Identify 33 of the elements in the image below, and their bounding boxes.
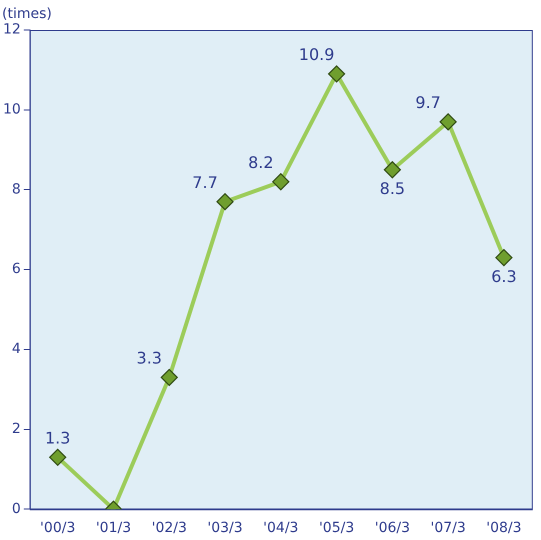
x-tick-label: '06/3 — [374, 520, 410, 536]
data-label: 6.3 — [491, 266, 517, 286]
x-tick-label: '04/3 — [263, 520, 298, 536]
y-tick-label: 0 — [12, 500, 21, 517]
x-tick-label: '07/3 — [430, 520, 466, 536]
y-tick-label: 12 — [2, 22, 21, 38]
point — [49, 448, 66, 466]
x-tick-label: '08/3 — [486, 520, 522, 536]
point — [384, 161, 401, 178]
data-label: 10.9 — [298, 45, 334, 64]
x-tick-label: '00/3 — [40, 520, 76, 536]
point — [440, 113, 457, 130]
data-label: 1.3 — [44, 428, 70, 448]
y-tick-label: 6 — [12, 261, 21, 278]
data-label: 3.3 — [136, 348, 162, 368]
data-label: 9.7 — [415, 93, 441, 112]
data-label: 8.5 — [380, 178, 406, 198]
x-tick-label: '02/3 — [152, 520, 187, 536]
point — [328, 65, 346, 83]
point — [272, 173, 290, 190]
y-tick-label: 10 — [2, 102, 21, 118]
point — [216, 193, 234, 210]
y-tick-label: 4 — [12, 341, 21, 358]
y-tick-label: 2 — [12, 420, 21, 437]
x-tick-label: '03/3 — [207, 520, 243, 536]
data-label: 7.7 — [192, 172, 218, 192]
x-tick-label: '05/3 — [318, 520, 354, 536]
y-axis-title: (times) — [2, 6, 52, 22]
point — [495, 249, 513, 266]
data-label: 8.2 — [248, 152, 274, 172]
y-tick-label: 8 — [12, 181, 21, 198]
x-tick-label: '01/3 — [96, 520, 132, 536]
point — [160, 368, 178, 386]
